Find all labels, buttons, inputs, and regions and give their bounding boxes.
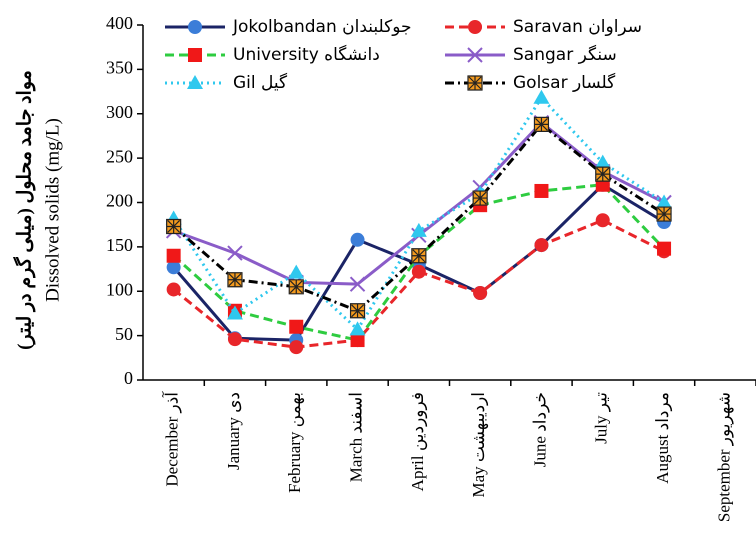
- marker: [349, 303, 366, 319]
- series-line: [172, 122, 665, 313]
- marker: [227, 332, 242, 347]
- x-tick-label: January دی: [224, 392, 243, 470]
- marker: [227, 245, 243, 261]
- y-tick-label: 200: [106, 191, 133, 211]
- x-tick-label: April فروردین: [408, 392, 428, 491]
- marker: [656, 206, 672, 222]
- marker: [226, 305, 243, 320]
- series-line: [172, 218, 665, 349]
- marker: [595, 166, 611, 182]
- marker: [166, 282, 181, 297]
- y-tick-label: 300: [106, 102, 133, 122]
- y-axis-label-fa: مواد جامد محلول (میلی گرم در لیتر): [12, 70, 35, 350]
- marker: [472, 190, 488, 206]
- marker: [534, 238, 549, 253]
- marker: [349, 276, 366, 292]
- y-axis-label: Dissolved solids (mg/L): [42, 118, 63, 302]
- x-tick-label: July تیر: [592, 392, 612, 444]
- marker: [166, 260, 181, 275]
- marker: [594, 154, 611, 169]
- x-tick-label: May اردیبهشت: [469, 392, 489, 497]
- x-tick-label: August مرداد: [653, 392, 673, 484]
- legend-label: Saravan سراوان: [513, 17, 642, 37]
- marker: [533, 116, 550, 132]
- marker: [350, 232, 365, 247]
- marker: [350, 333, 365, 348]
- legend-label: University دانشگاه: [233, 44, 380, 65]
- marker: [188, 20, 202, 34]
- series-line: [172, 95, 665, 332]
- marker: [187, 75, 203, 89]
- x-tick-label: December آذر: [161, 391, 183, 487]
- legend-label: Gil گیل: [233, 72, 288, 93]
- series: [166, 116, 672, 319]
- marker: [657, 241, 672, 256]
- marker: [533, 89, 550, 104]
- x-tick-label: September شهریور: [714, 392, 734, 522]
- marker: [166, 218, 182, 235]
- marker: [166, 248, 181, 263]
- y-tick-label: 350: [106, 58, 133, 78]
- marker: [289, 340, 304, 355]
- legend-label: Golsar گلسار: [513, 72, 616, 93]
- y-tick-label: 250: [106, 146, 133, 166]
- marker: [227, 272, 243, 288]
- series: [166, 213, 672, 355]
- marker: [288, 279, 304, 295]
- marker: [467, 47, 483, 63]
- legend-label: Jokolbandan جوکلبندان: [232, 17, 412, 37]
- x-tick-label: June خرداد: [530, 392, 550, 467]
- marker: [349, 321, 366, 336]
- marker: [534, 183, 549, 198]
- marker: [410, 222, 427, 237]
- marker: [289, 319, 304, 334]
- marker: [656, 194, 673, 209]
- marker: [288, 264, 305, 279]
- marker: [473, 286, 488, 301]
- y-tick-label: 0: [124, 368, 133, 388]
- x-tick-label: February بهمن: [285, 392, 305, 493]
- marker: [188, 48, 202, 62]
- y-tick-label: 150: [106, 235, 133, 255]
- marker: [595, 213, 610, 228]
- y-tick-label: 50: [115, 324, 133, 344]
- y-tick-label: 400: [106, 13, 133, 33]
- marker: [411, 248, 427, 264]
- x-tick-label: March اسفند: [346, 392, 365, 482]
- legend-label: Sangar سنگر: [513, 44, 617, 65]
- y-tick-label: 100: [106, 279, 133, 299]
- series: [165, 89, 673, 336]
- marker: [468, 20, 482, 34]
- marker: [467, 75, 483, 91]
- marker: [411, 264, 426, 279]
